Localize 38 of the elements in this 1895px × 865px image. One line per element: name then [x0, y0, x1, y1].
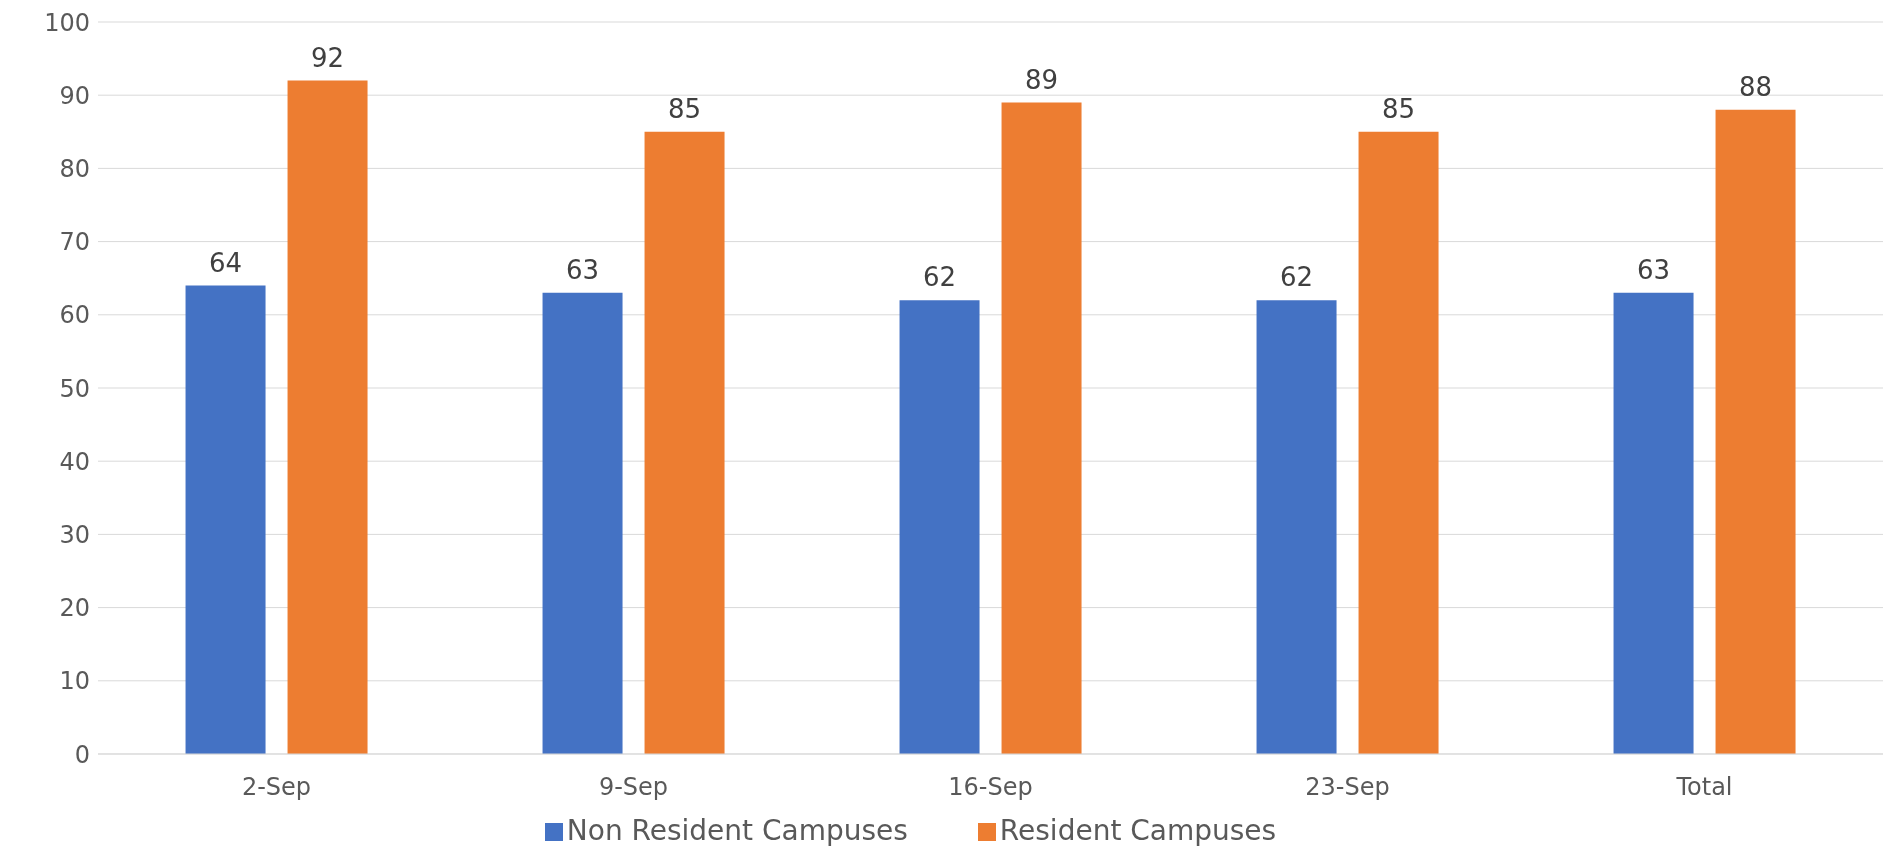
y-tick-label: 70 [59, 228, 90, 257]
y-tick-label: 0 [74, 740, 90, 769]
data-label: 62 [1279, 262, 1314, 293]
legend-label: Resident Campuses [999, 814, 1277, 847]
legend-label: Non Resident Campuses [566, 814, 908, 847]
bar [1001, 102, 1082, 754]
y-tick-label: 20 [59, 594, 90, 623]
y-tick-label: 80 [59, 154, 90, 183]
y-tick-label: 50 [59, 374, 90, 403]
data-label: 63 [1636, 254, 1671, 285]
data-label: 85 [667, 93, 702, 124]
y-tick-label: 30 [59, 520, 90, 549]
y-tick-label: 10 [59, 667, 90, 696]
bar [1715, 109, 1796, 754]
x-tick-label: 2-Sep [241, 773, 312, 802]
bar [899, 300, 980, 754]
bar [185, 285, 266, 754]
x-tick-label: 9-Sep [598, 773, 669, 802]
bar [1613, 292, 1694, 754]
data-label: 92 [310, 42, 345, 73]
bar [1358, 131, 1439, 754]
data-label: 63 [565, 254, 600, 285]
data-label: 64 [208, 247, 243, 278]
y-tick-label: 90 [59, 81, 90, 110]
x-tick-label: Total [1675, 773, 1733, 802]
y-tick-label: 60 [59, 301, 90, 330]
x-tick-label: 23-Sep [1305, 773, 1390, 802]
y-tick-label: 40 [59, 447, 90, 476]
data-label: 62 [922, 262, 957, 293]
data-label: 85 [1381, 93, 1416, 124]
bar [287, 80, 368, 754]
bar [1256, 300, 1337, 754]
data-label: 89 [1024, 64, 1059, 95]
bar [542, 292, 623, 754]
y-tick-label: 100 [44, 8, 90, 37]
x-tick-label: 16-Sep [948, 773, 1033, 802]
data-label: 88 [1738, 71, 1773, 102]
bar [644, 131, 725, 754]
